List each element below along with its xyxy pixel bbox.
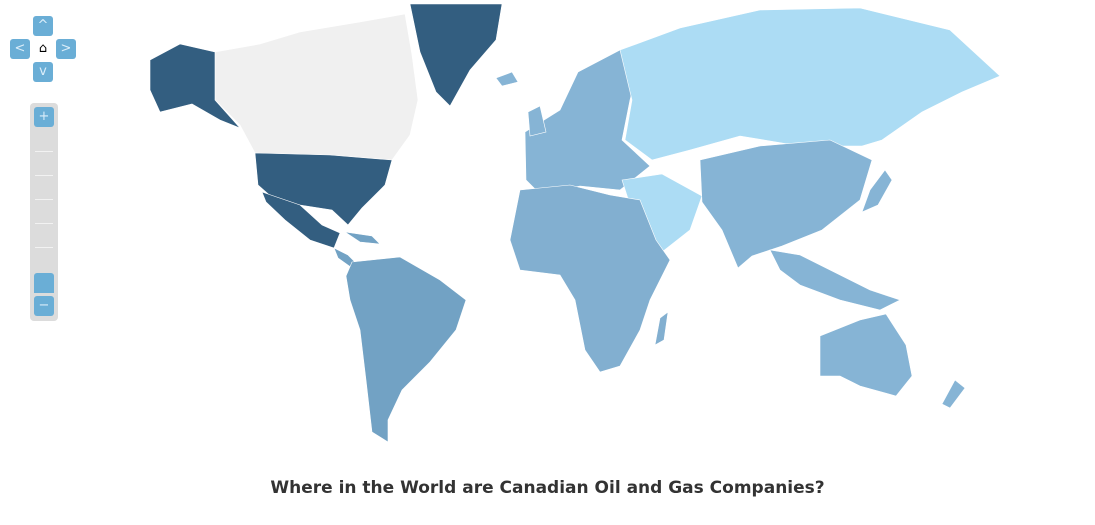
pan-up-button[interactable]: ^ — [33, 16, 53, 36]
region-africa[interactable] — [509, 184, 671, 373]
region-south-america[interactable] — [345, 256, 467, 443]
region-uk[interactable] — [527, 105, 547, 137]
region-greenland[interactable] — [409, 3, 503, 107]
region-madagascar[interactable] — [654, 311, 669, 346]
zoom-out-button[interactable]: − — [34, 296, 54, 316]
region-australia[interactable] — [819, 313, 913, 397]
zoom-tick — [35, 247, 53, 248]
region-new-zealand[interactable] — [941, 379, 966, 409]
home-icon[interactable]: ⌂ — [38, 41, 48, 56]
region-alaska[interactable] — [149, 43, 241, 129]
zoom-in-button[interactable]: + — [34, 107, 54, 127]
pan-down-button[interactable]: v — [33, 62, 53, 82]
zoom-tick — [35, 223, 53, 224]
region-canada[interactable] — [214, 13, 419, 161]
region-iceland[interactable] — [495, 71, 519, 87]
region-caribbean[interactable] — [344, 231, 381, 245]
map-title: Where in the World are Canadian Oil and … — [270, 478, 825, 498]
zoom-tick — [35, 175, 53, 176]
region-southeast-asia[interactable] — [769, 249, 901, 311]
region-usa[interactable] — [254, 152, 393, 226]
world-map[interactable] — [0, 0, 1095, 460]
pan-left-button[interactable]: < — [10, 39, 30, 59]
zoom-slider[interactable]: + − — [30, 103, 58, 321]
region-asia[interactable] — [699, 139, 873, 269]
zoom-handle[interactable] — [34, 273, 54, 293]
zoom-tick — [35, 199, 53, 200]
zoom-tick — [35, 151, 53, 152]
region-russia[interactable] — [619, 7, 1001, 161]
pan-right-button[interactable]: > — [56, 39, 76, 59]
region-japan[interactable] — [861, 169, 893, 213]
